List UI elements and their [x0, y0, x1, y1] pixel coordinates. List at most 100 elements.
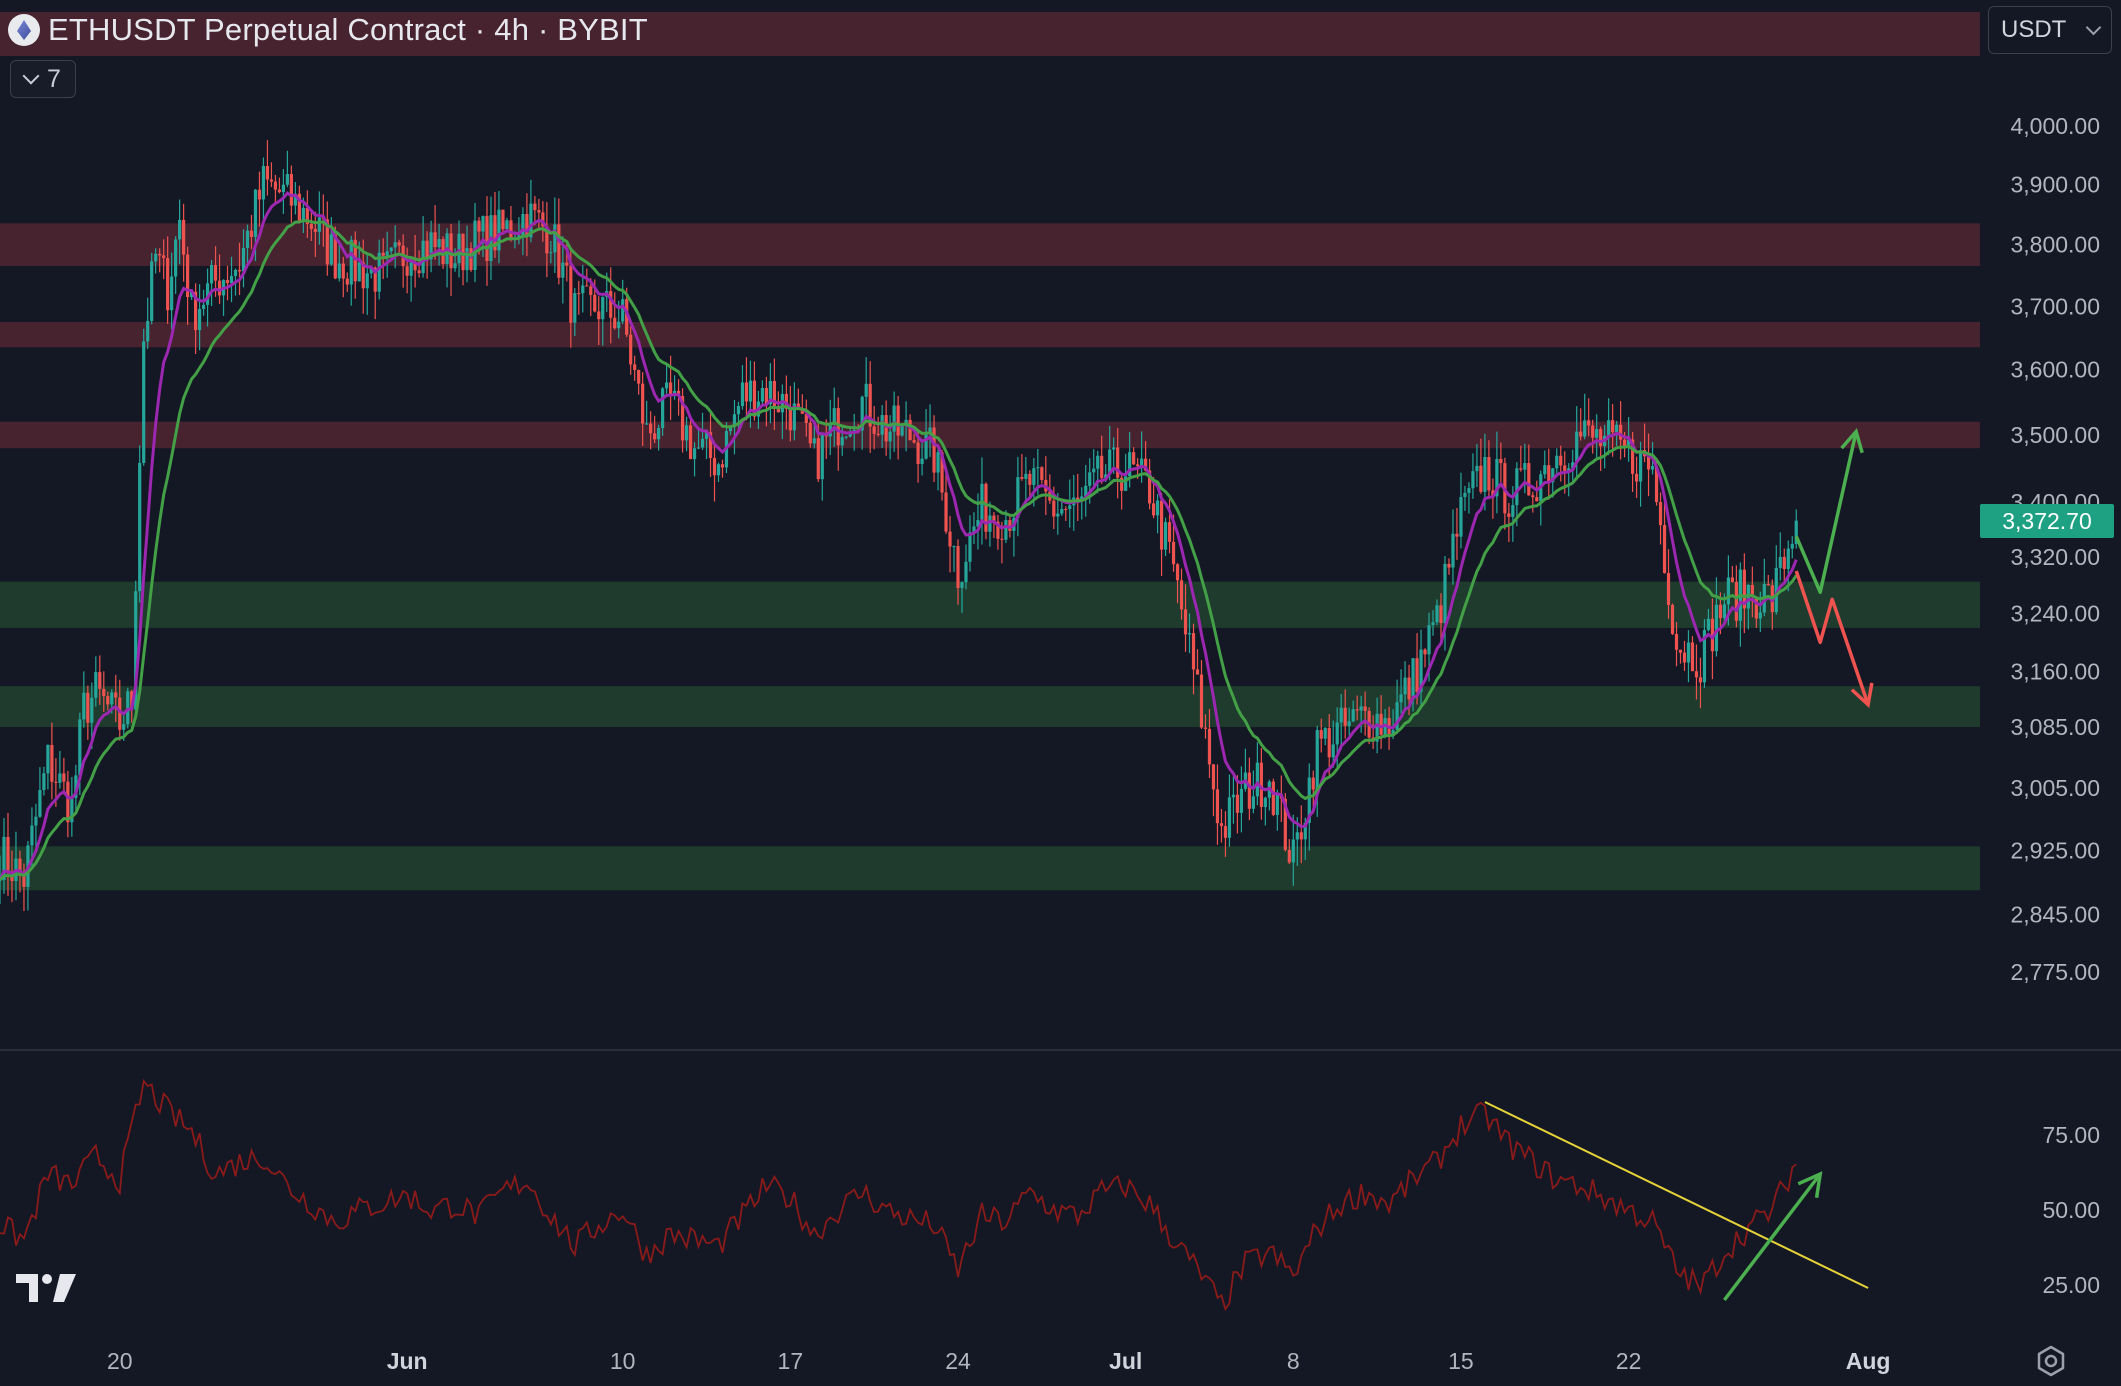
candle-body	[150, 261, 154, 321]
candle-body	[281, 184, 286, 193]
candle-body	[138, 462, 142, 592]
candle-body	[872, 426, 876, 434]
candle-body	[1323, 728, 1327, 739]
ema-line	[0, 219, 1798, 881]
moving-averages	[0, 191, 1798, 881]
candle-body	[529, 203, 533, 238]
candle-body	[1447, 563, 1451, 568]
candle-body	[1020, 477, 1024, 479]
candle-body	[174, 239, 178, 277]
candle-body	[501, 209, 505, 230]
candle-body	[1511, 505, 1515, 517]
candle-body	[920, 458, 924, 464]
candle-body	[146, 320, 150, 342]
candle-body	[657, 428, 661, 440]
candle-body	[1379, 713, 1383, 735]
candle-body	[928, 427, 932, 433]
candle-body	[1567, 468, 1571, 471]
candle-body	[1092, 468, 1096, 473]
candle-body	[186, 254, 190, 298]
candle-body	[437, 239, 441, 248]
rsi-axis[interactable]: 75.00 50.00 25.00	[2042, 1122, 2100, 1298]
candle-body	[1171, 541, 1176, 565]
candle-body	[569, 265, 573, 323]
candle-body	[1271, 781, 1275, 815]
candle-body	[365, 273, 369, 289]
candle-body	[1463, 492, 1467, 498]
candle-body	[1778, 556, 1782, 568]
candle-body	[1499, 458, 1503, 464]
candle-body	[633, 364, 637, 370]
time-tick-label: 10	[610, 1348, 636, 1374]
candle-body	[1794, 520, 1798, 544]
price-tick-label: 3,500.00	[2010, 422, 2100, 448]
candle-body	[1283, 798, 1287, 850]
candle-body	[381, 252, 385, 256]
candle-body	[1056, 513, 1060, 517]
candle-body	[601, 296, 605, 320]
candle-body	[1786, 548, 1790, 569]
candle-body	[1231, 794, 1236, 798]
candle-body	[1191, 633, 1196, 670]
candle-body	[684, 425, 689, 441]
candle-body	[1419, 649, 1423, 692]
candle-body	[752, 380, 757, 417]
candle-body	[190, 291, 194, 298]
symbol-title[interactable]: ETHUSDT Perpetual Contract · 4h · BYBIT	[48, 12, 648, 47]
candle-body	[134, 591, 138, 710]
time-axis[interactable]: 20 Jun 10 17 24 Jul 8 15 22 Aug	[107, 1348, 1891, 1374]
candle-body	[70, 797, 74, 823]
candle-body	[1096, 455, 1100, 469]
candle-body	[680, 396, 685, 441]
price-axis[interactable]: 4,000.00 3,900.00 3,800.00 3,700.00 3,600.00…	[2010, 113, 2100, 985]
candle-body	[912, 440, 916, 443]
candle-body	[1287, 849, 1291, 863]
indicators-toggle-button[interactable]: 7	[10, 60, 76, 98]
price-tick-label: 2,775.00	[2010, 959, 2100, 985]
candle-body	[405, 266, 409, 276]
candle-body	[577, 293, 581, 295]
candle-body	[273, 181, 278, 190]
candle-body	[1303, 822, 1307, 840]
candle-body	[1714, 604, 1719, 652]
candle-body	[225, 280, 230, 284]
time-tick-label: Jul	[1109, 1348, 1142, 1374]
candle-body	[1686, 642, 1691, 663]
candle-body	[1742, 569, 1746, 609]
candle-body	[297, 193, 301, 222]
tradingview-logo-icon[interactable]	[14, 1270, 78, 1304]
candle-body	[285, 174, 289, 185]
resistance-zone	[0, 421, 1980, 449]
candle-body	[984, 483, 988, 532]
candle-body	[545, 226, 549, 254]
candle-body	[397, 242, 401, 246]
candle-body	[1587, 420, 1591, 426]
candle-body	[1335, 722, 1339, 745]
candle-body	[1275, 794, 1279, 815]
candle-body	[932, 427, 936, 473]
candle-body	[1411, 658, 1415, 700]
candle-body	[860, 396, 864, 431]
candle-body	[106, 696, 110, 705]
projection-arrows	[1794, 428, 1874, 709]
candle-body	[94, 672, 98, 698]
candle-body	[521, 214, 525, 236]
rsi-tick-label: 25.00	[2042, 1272, 2100, 1298]
candle-body	[481, 216, 485, 232]
candle-body	[265, 166, 270, 180]
candle-body	[22, 872, 26, 887]
candle-body	[573, 293, 577, 323]
candle-body	[1052, 500, 1056, 517]
candle-body	[1662, 525, 1667, 573]
candle-body	[90, 697, 94, 723]
candle-body	[972, 526, 976, 533]
rsi-breakout-arrow	[1723, 1172, 1822, 1302]
candle-body	[1060, 508, 1064, 514]
candle-body	[1543, 465, 1547, 475]
settings-gear-icon[interactable]	[2034, 1344, 2068, 1378]
candle-body	[517, 235, 521, 238]
candle-body	[229, 275, 234, 284]
currency-select[interactable]: USDT	[1988, 6, 2112, 54]
rsi-line	[0, 1078, 1797, 1312]
